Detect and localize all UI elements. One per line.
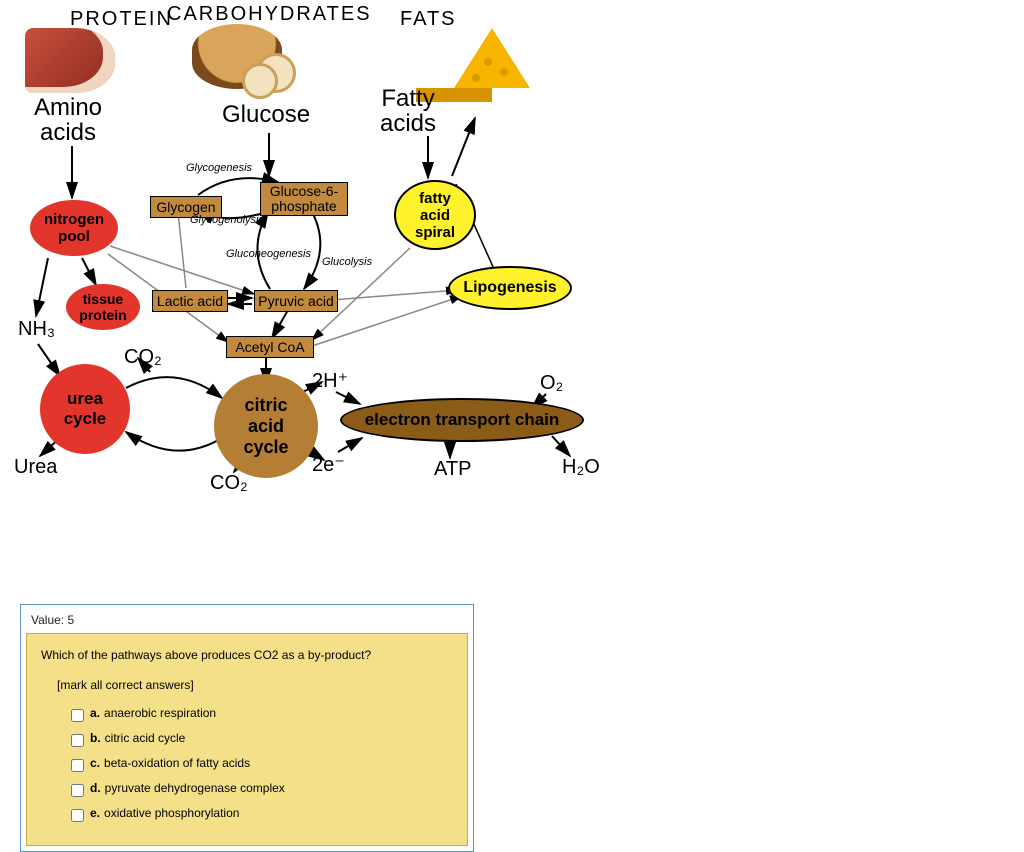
bread-icon	[192, 24, 282, 89]
meat-icon	[25, 28, 115, 93]
question-option: d. pyruvate dehydrogenase complex	[67, 781, 453, 800]
option-checkbox-d[interactable]	[71, 784, 84, 797]
question-instruction: [mark all correct answers]	[57, 678, 453, 692]
option-checkbox-c[interactable]	[71, 759, 84, 772]
option-letter: b.	[90, 731, 101, 745]
question-prompt: Which of the pathways above produces CO2…	[41, 648, 453, 662]
label-2eminus: 2e⁻	[312, 452, 345, 477]
label-co2-bottom: CO₂	[210, 472, 248, 495]
option-checkbox-e[interactable]	[71, 809, 84, 822]
label-amino-acids: Amino acids	[34, 95, 102, 145]
option-letter: e.	[90, 806, 100, 820]
question-option: b. citric acid cycle	[67, 731, 453, 750]
node-fatty-acid-spiral: fatty acid spiral	[394, 180, 476, 250]
node-citric-acid-cycle: citric acid cycle	[214, 374, 318, 478]
label-glucolysis: Glucolysis	[322, 256, 372, 268]
node-lipogenesis: Lipogenesis	[448, 266, 572, 310]
option-text: citric acid cycle	[105, 731, 186, 745]
header-carbs: CARBOHYDRATES	[167, 3, 372, 26]
node-g6p: Glucose-6- phosphate	[260, 182, 348, 216]
label-glycogenesis: Glycogenesis	[186, 162, 252, 174]
option-checkbox-b[interactable]	[71, 734, 84, 747]
label-atp: ATP	[434, 458, 471, 481]
option-checkbox-a[interactable]	[71, 709, 84, 722]
option-letter: d.	[90, 781, 101, 795]
option-text: oxidative phosphorylation	[104, 806, 239, 820]
question-body: Which of the pathways above produces CO2…	[26, 633, 468, 846]
option-text: beta-oxidation of fatty acids	[104, 756, 250, 770]
header-protein: PROTEIN	[70, 8, 173, 31]
option-text: anaerobic respiration	[104, 706, 216, 720]
question-option: e. oxidative phosphorylation	[67, 806, 453, 825]
option-letter: a.	[90, 706, 100, 720]
label-nh3: NH₃	[18, 318, 55, 341]
node-electron-transport-chain: electron transport chain	[340, 398, 584, 442]
label-gluconeogenesis: Gluconeogenesis	[226, 248, 311, 260]
question-option: a. anaerobic respiration	[67, 706, 453, 725]
question-option: c. beta-oxidation of fatty acids	[67, 756, 453, 775]
node-nitrogen-pool: nitrogen pool	[30, 200, 118, 256]
label-h2o: H₂O	[562, 456, 600, 479]
node-pyruvic-acid: Pyruvic acid	[254, 290, 338, 312]
label-glycogenolysis: Glycogenolysis	[190, 214, 264, 226]
label-co2-top: CO₂	[124, 346, 162, 369]
node-lactic-acid: Lactic acid	[152, 290, 228, 312]
label-glucose: Glucose	[222, 102, 310, 127]
label-fatty-acids: Fatty acids	[380, 86, 436, 136]
cheese-icon	[454, 28, 530, 88]
node-urea-cycle: urea cycle	[40, 364, 130, 454]
option-text: pyruvate dehydrogenase complex	[105, 781, 285, 795]
header-fats: FATS	[400, 8, 457, 31]
question-value: Value: 5	[21, 605, 473, 633]
label-o2: O₂	[540, 372, 563, 395]
question-box: Value: 5 Which of the pathways above pro…	[20, 604, 474, 852]
label-2hplus: 2H⁺	[312, 368, 348, 393]
node-acetyl-coa: Acetyl CoA	[226, 336, 314, 358]
label-urea: Urea	[14, 456, 57, 479]
option-letter: c.	[90, 756, 100, 770]
node-tissue-protein: tissue protein	[66, 284, 140, 330]
question-options: a. anaerobic respiration b. citric acid …	[67, 706, 453, 825]
diagram-canvas: PROTEIN CARBOHYDRATES FATS Amino acids G…	[0, 0, 1024, 833]
